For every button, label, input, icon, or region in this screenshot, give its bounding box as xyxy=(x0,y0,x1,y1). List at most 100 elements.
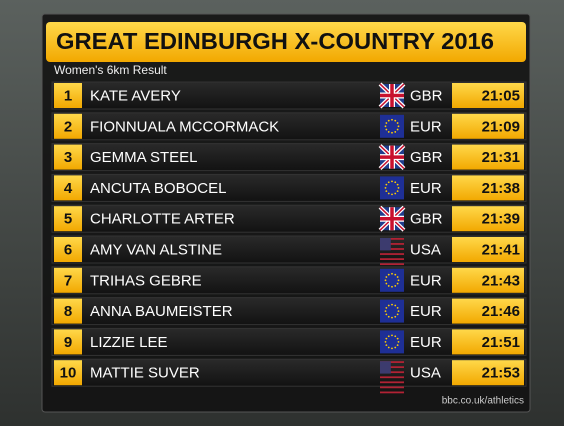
position: 1 xyxy=(64,87,72,104)
flag-star xyxy=(394,346,397,349)
country: GBR xyxy=(410,87,443,104)
flag-star xyxy=(387,335,390,338)
flag-star xyxy=(387,192,390,195)
flag-star xyxy=(387,119,390,122)
flag-star xyxy=(387,346,390,349)
athlete-name: ANNA BAUMEISTER xyxy=(90,303,233,320)
country: EUR xyxy=(410,334,442,351)
flag-star xyxy=(397,341,400,343)
flag-star xyxy=(394,273,397,276)
flag-stripe xyxy=(380,361,404,363)
flag-star xyxy=(385,183,388,186)
flag-stripe xyxy=(380,243,404,245)
position: 6 xyxy=(64,241,72,258)
flag-star xyxy=(394,131,397,133)
flag-star xyxy=(396,306,399,309)
country: EUR xyxy=(410,180,442,197)
source: bbc.co.uk/athletics xyxy=(442,396,524,407)
athlete-name: MATTIE SUVER xyxy=(90,365,200,382)
flag-field xyxy=(380,176,404,200)
position: 9 xyxy=(64,334,72,351)
position-box xyxy=(54,267,82,293)
flag-stripe xyxy=(380,263,404,266)
flag-star xyxy=(391,131,393,134)
flag-star xyxy=(387,181,390,184)
athlete-name: AMY VAN ALSTINE xyxy=(90,241,222,258)
row-bg xyxy=(51,204,527,233)
time: 21:05 xyxy=(482,87,520,104)
row-bg xyxy=(51,327,527,356)
flag xyxy=(380,176,404,200)
flag-stripe xyxy=(380,376,404,379)
athlete-name: GEMMA STEEL xyxy=(90,149,198,166)
flag-star xyxy=(385,282,388,285)
flag-star xyxy=(396,276,399,278)
flag-star xyxy=(387,131,390,133)
row-bg xyxy=(51,112,527,141)
time: 21:41 xyxy=(482,241,520,258)
position-box xyxy=(54,83,82,108)
position-box xyxy=(54,175,82,201)
time: 21:51 xyxy=(482,334,520,351)
flag-canton xyxy=(380,361,391,374)
athlete-name: ANCUTA BOBOCEL xyxy=(90,180,226,197)
time: 21:53 xyxy=(482,365,520,382)
flag xyxy=(378,144,406,171)
flag-star xyxy=(384,125,387,128)
country: EUR xyxy=(410,118,442,135)
flag-canton xyxy=(380,238,391,251)
flag-field xyxy=(380,299,404,323)
position-box xyxy=(54,113,82,139)
flag-star xyxy=(394,315,397,318)
row-bg xyxy=(51,297,527,326)
flag-stripe xyxy=(380,253,404,255)
time: 21:09 xyxy=(482,118,520,135)
flag-star xyxy=(384,279,387,282)
country: EUR xyxy=(410,303,442,320)
title: GREAT EDINBURGH X-COUNTRY 2016 xyxy=(56,28,494,54)
flag xyxy=(380,361,404,394)
country: USA xyxy=(410,241,441,258)
position-box xyxy=(54,144,82,170)
flag-star xyxy=(391,272,393,275)
flag xyxy=(380,114,404,138)
flag-star xyxy=(385,122,388,124)
flag xyxy=(380,299,404,323)
position: 7 xyxy=(64,272,72,289)
country: USA xyxy=(410,365,441,382)
row-bg xyxy=(51,266,527,295)
flag-cross-red xyxy=(380,84,404,107)
flag-star xyxy=(391,118,393,121)
time: 21:31 xyxy=(482,149,520,166)
flag-star xyxy=(396,122,399,124)
flag-cross-red xyxy=(380,207,404,231)
row-bg xyxy=(51,235,527,264)
flag-star xyxy=(391,303,393,306)
time-box xyxy=(452,267,524,293)
athlete-name: CHARLOTTE ARTER xyxy=(90,211,235,228)
athlete-name: KATE AVERY xyxy=(90,87,181,104)
flag-star xyxy=(387,273,390,276)
flag-stripe xyxy=(380,386,404,389)
flag-star xyxy=(385,313,388,316)
time-box xyxy=(452,298,524,324)
flag-star xyxy=(391,285,393,288)
country: GBR xyxy=(410,149,443,166)
flag xyxy=(380,330,404,354)
flag-field xyxy=(380,114,404,138)
title-bar xyxy=(46,22,526,62)
flag-stripe xyxy=(380,366,404,369)
flag-star xyxy=(391,193,393,196)
flag-stripe xyxy=(380,381,404,384)
position-box xyxy=(54,298,82,324)
flag-star xyxy=(394,304,397,307)
flag-star xyxy=(385,306,388,309)
position-box xyxy=(54,329,82,355)
time-box xyxy=(452,144,524,170)
time-box xyxy=(452,113,524,139)
row-bg xyxy=(51,358,527,387)
flag-star xyxy=(396,282,399,285)
flag-star xyxy=(396,128,399,131)
flag-star xyxy=(384,341,387,343)
